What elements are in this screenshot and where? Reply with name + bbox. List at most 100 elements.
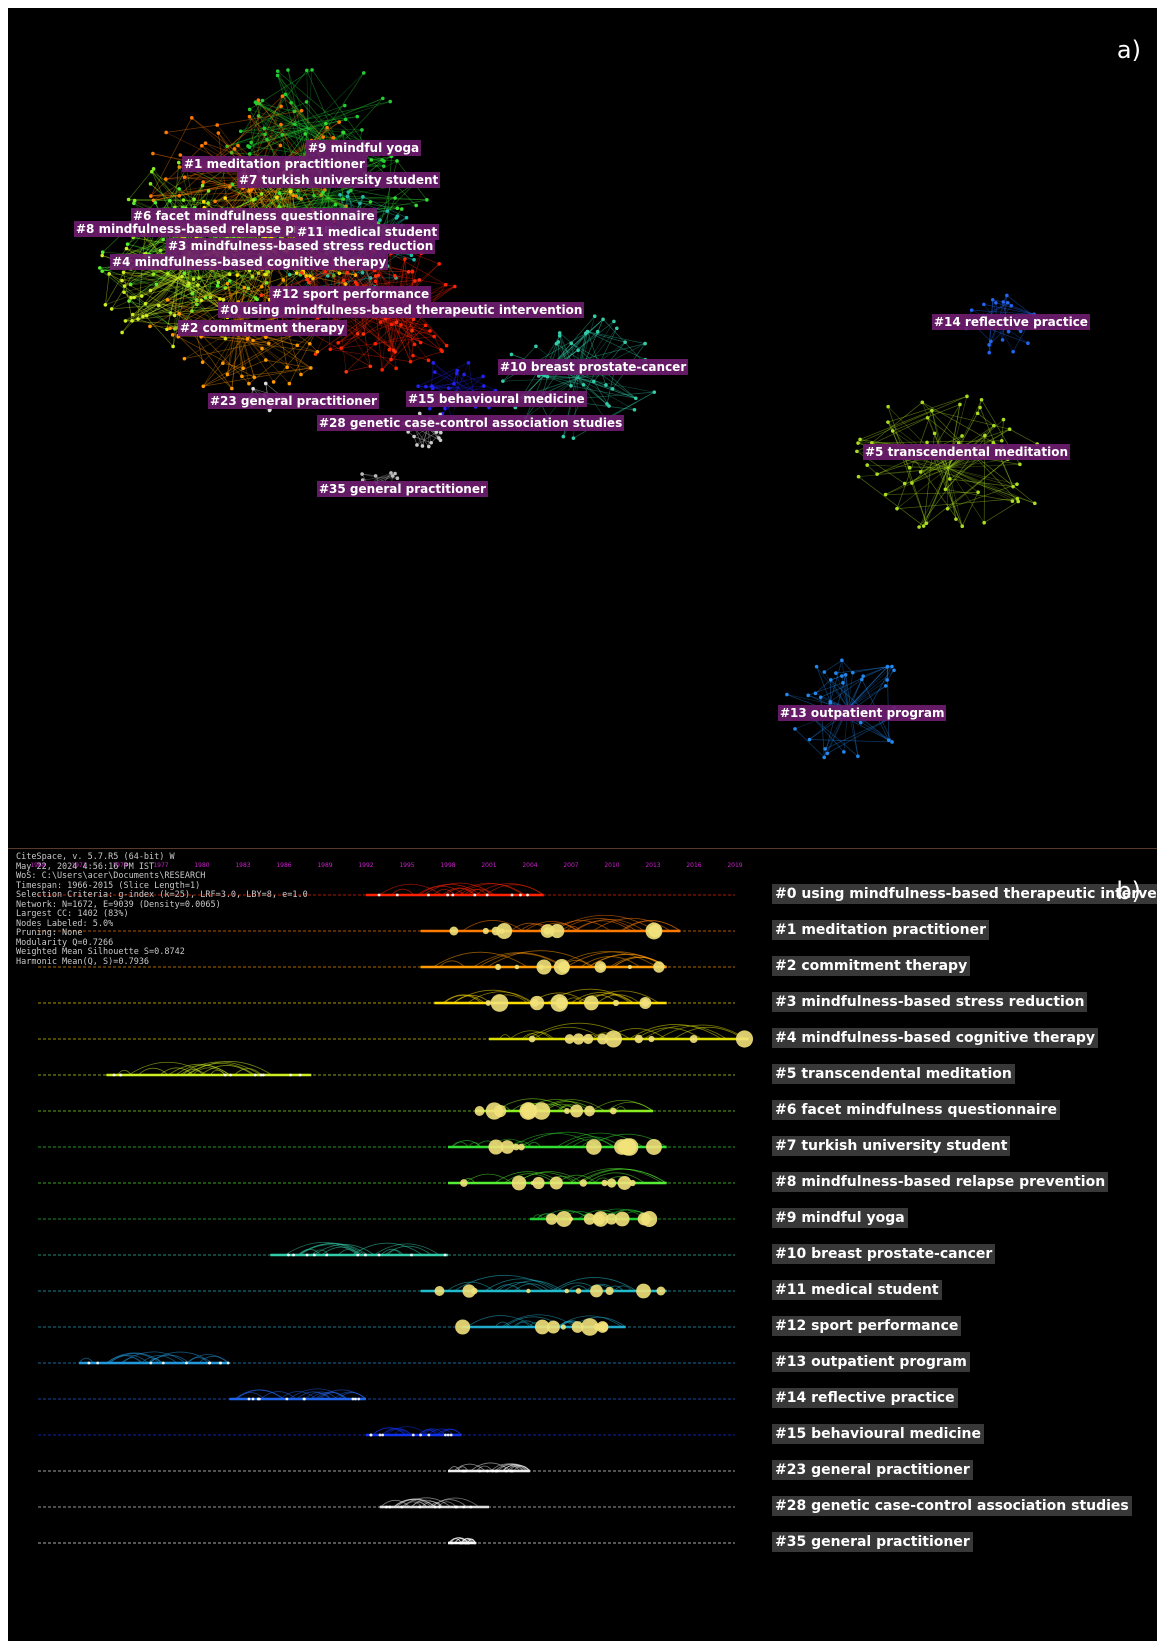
network-node xyxy=(601,317,605,322)
citation-node xyxy=(434,1286,445,1296)
network-node xyxy=(291,193,296,198)
citation-arc xyxy=(580,956,641,968)
network-node xyxy=(865,463,870,467)
network-link xyxy=(809,739,893,743)
network-link xyxy=(150,277,179,291)
cluster-label: #8 mindfulness-based relapse preven xyxy=(74,221,335,237)
network-link xyxy=(835,666,892,674)
network-link xyxy=(307,101,391,129)
network-node xyxy=(834,671,838,675)
network-node xyxy=(304,100,309,104)
citation-arc xyxy=(453,882,524,896)
network-node xyxy=(840,658,844,663)
network-link xyxy=(227,329,303,375)
network-link xyxy=(430,432,442,443)
network-node xyxy=(987,350,992,355)
network-node xyxy=(595,329,600,334)
network-link xyxy=(249,116,281,146)
network-node xyxy=(264,335,268,340)
network-node xyxy=(132,295,136,300)
network-node xyxy=(165,298,170,302)
network-link xyxy=(146,277,179,316)
network-node xyxy=(828,700,833,705)
network-node xyxy=(1007,427,1012,432)
network-node xyxy=(387,347,392,352)
citation-node xyxy=(563,1107,571,1115)
network-link xyxy=(337,307,347,372)
network-link xyxy=(597,319,604,332)
network-link xyxy=(847,666,893,709)
network-node xyxy=(278,143,283,148)
network-link xyxy=(847,672,854,709)
network-node xyxy=(148,324,152,329)
network-node xyxy=(240,374,244,379)
network-link xyxy=(852,666,888,673)
network-link xyxy=(923,467,949,527)
network-link xyxy=(258,69,313,104)
network-link xyxy=(841,660,854,673)
citation-node xyxy=(461,1469,465,1473)
citation-arc xyxy=(381,1427,412,1436)
network-node xyxy=(201,180,205,185)
network-link xyxy=(816,666,831,702)
network-link xyxy=(250,70,308,143)
network-link xyxy=(371,156,392,161)
citation-node xyxy=(510,893,514,897)
network-node xyxy=(583,331,588,336)
network-link xyxy=(992,299,1008,304)
network-link xyxy=(327,197,344,200)
network-node xyxy=(216,280,221,285)
network-node xyxy=(481,384,486,388)
network-link xyxy=(457,374,465,389)
citation-node xyxy=(645,1139,662,1155)
network-node xyxy=(509,352,514,357)
citation-node xyxy=(656,1286,666,1296)
citation-arc xyxy=(478,953,563,968)
network-link xyxy=(345,322,397,373)
network-node xyxy=(195,302,199,307)
network-link xyxy=(431,385,459,389)
citation-node xyxy=(530,1180,535,1186)
network-link xyxy=(815,679,832,694)
network-node xyxy=(1015,496,1020,501)
citation-arc xyxy=(234,1068,262,1076)
network-link xyxy=(995,302,1035,315)
network-link xyxy=(252,336,266,341)
cluster-label: #2 commitment therapy xyxy=(178,320,347,336)
network-node xyxy=(455,368,460,373)
network-link xyxy=(146,266,198,305)
network-link xyxy=(947,467,1018,485)
citation-node xyxy=(530,999,539,1007)
network-link xyxy=(413,436,432,444)
cluster-label: #11 medical student xyxy=(295,224,440,240)
citation-node xyxy=(583,995,599,1011)
cluster-label: #15 behavioural medicine xyxy=(406,391,587,407)
network-link xyxy=(227,127,309,147)
network-link xyxy=(279,206,402,210)
network-node xyxy=(394,320,399,325)
metadata-line: Selection Criteria: g-index (k=25), LRF=… xyxy=(16,890,308,900)
network-node xyxy=(431,361,436,365)
year-tick-label: 1995 xyxy=(399,862,414,869)
network-link xyxy=(249,109,309,129)
timeline-cluster-label: #2 commitment therapy xyxy=(772,956,971,976)
network-node xyxy=(395,476,400,481)
network-node xyxy=(994,300,998,305)
network-link xyxy=(922,402,1003,448)
network-node xyxy=(206,189,211,193)
network-node xyxy=(266,270,271,274)
year-tick-label: 2016 xyxy=(686,862,701,869)
network-node xyxy=(355,282,359,287)
network-link xyxy=(249,123,295,148)
citation-node xyxy=(305,1253,309,1257)
network-node xyxy=(100,250,105,255)
network-node xyxy=(325,274,330,278)
citation-node xyxy=(494,963,502,971)
network-link xyxy=(249,98,383,155)
network-link xyxy=(457,385,484,389)
network-link xyxy=(824,660,843,673)
network-node xyxy=(187,281,191,286)
network-link xyxy=(259,103,296,125)
network-link xyxy=(273,330,317,383)
cluster-label: #14 reflective practice xyxy=(932,314,1090,330)
